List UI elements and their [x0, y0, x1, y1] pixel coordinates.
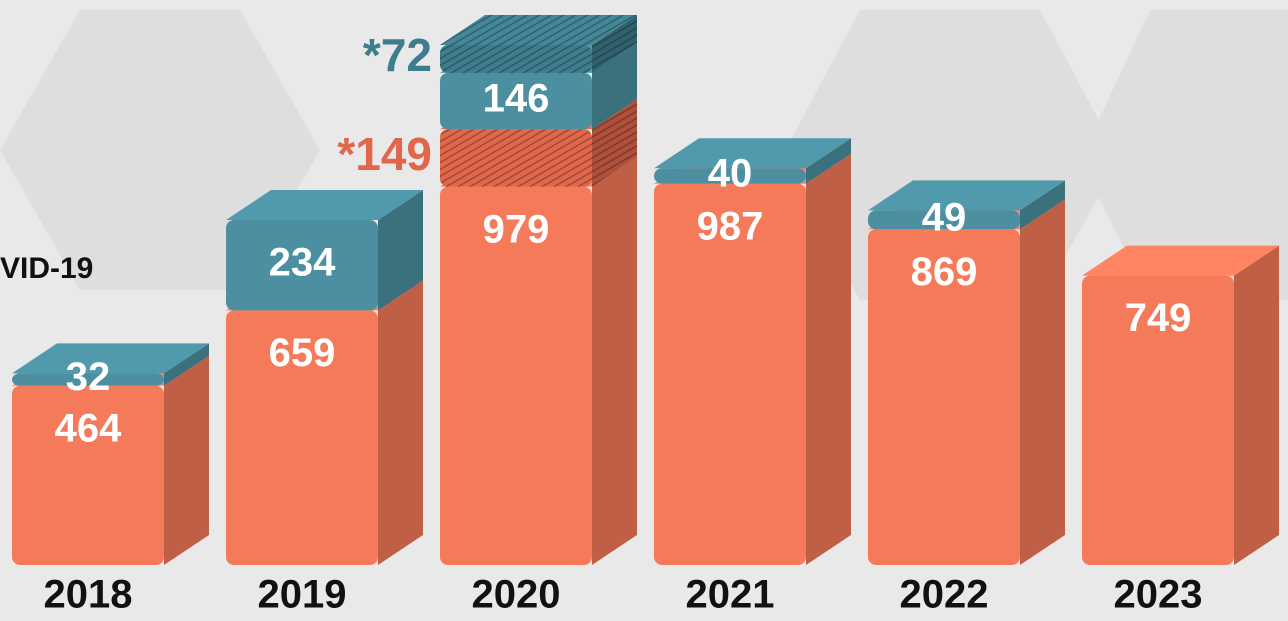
x-tick-label: 2021	[686, 573, 775, 617]
bar-side	[1020, 199, 1065, 565]
x-tick-label: 2020	[472, 573, 561, 617]
bar-segment	[226, 280, 423, 565]
bar-segment	[1082, 246, 1279, 565]
x-tick-label: 2023	[1114, 573, 1203, 617]
bar-segment	[12, 356, 209, 565]
bar-side	[1234, 246, 1279, 565]
annotation: VID-19	[0, 252, 93, 285]
value-label: 234	[269, 241, 336, 285]
value-label: 979	[483, 207, 550, 251]
value-label: 32	[66, 355, 111, 399]
value-label: 40	[708, 152, 753, 196]
value-label: *149	[337, 128, 432, 180]
bar-side	[164, 356, 209, 565]
value-label: 987	[697, 204, 764, 248]
bar-side	[592, 157, 637, 565]
x-tick-label: 2019	[258, 573, 347, 617]
value-label: 464	[55, 406, 122, 450]
x-tick-label: 2018	[44, 573, 133, 617]
value-label: 869	[911, 250, 978, 294]
value-label: 659	[269, 331, 336, 375]
bar-side	[378, 280, 423, 565]
bar-side	[806, 154, 851, 565]
value-label: 49	[922, 195, 967, 239]
value-label: 749	[1125, 296, 1192, 340]
page: {"chart_data": {"type": "bar3d", "annota…	[0, 0, 1288, 621]
hatch-front	[440, 45, 592, 73]
chart: VID-19 464 32 2018 659 234 2019 979 *149 146 *72 2…	[0, 0, 1288, 621]
hatch-front	[440, 129, 592, 187]
value-label: *72	[363, 29, 432, 81]
value-label: 146	[483, 77, 550, 121]
background-shapes	[0, 10, 1288, 300]
x-tick-label: 2022	[900, 573, 989, 617]
